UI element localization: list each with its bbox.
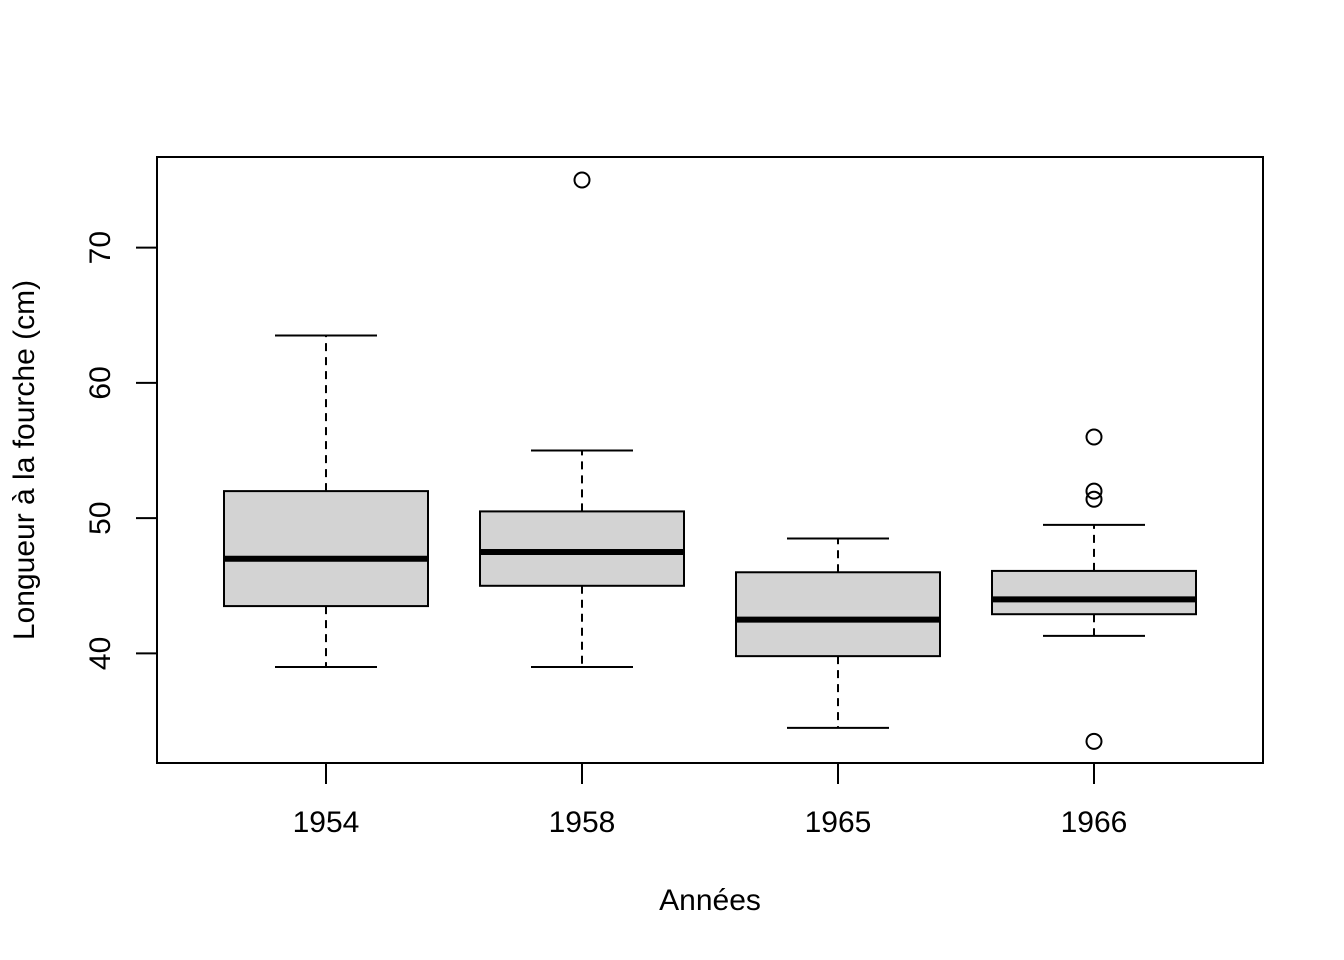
y-tick-label: 50 [84,501,117,534]
x-tick-label: 1954 [293,806,360,839]
outlier-point [1085,490,1103,508]
plot-frame [156,156,1264,764]
x-tick-label: 1965 [805,806,872,839]
box-group-1966 [991,428,1197,750]
box-iqr [223,490,429,608]
x-tick-label: 1966 [1061,806,1128,839]
box-iqr [735,571,941,658]
plot-layer [223,171,1197,750]
outlier-point [1085,482,1103,500]
outlier-point [1085,428,1103,446]
y-tick-label: 60 [84,366,117,399]
y-tick-label: 70 [84,231,117,264]
box-group-1954 [223,334,429,668]
outlier-point [573,171,591,189]
y-axis-title: Longueur à la fourche (cm) [8,280,41,640]
x-axis-title: Années [659,884,761,917]
box-iqr [479,510,685,587]
axis-layer: 1954 1958 1965 1966 40 50 60 70 [84,231,1127,839]
box-group-1965 [735,537,941,729]
box-iqr [991,569,1197,616]
x-tick-label: 1958 [549,806,616,839]
y-tick-label: 40 [84,637,117,670]
box-group-1958 [479,171,685,668]
outlier-point [1085,732,1103,750]
